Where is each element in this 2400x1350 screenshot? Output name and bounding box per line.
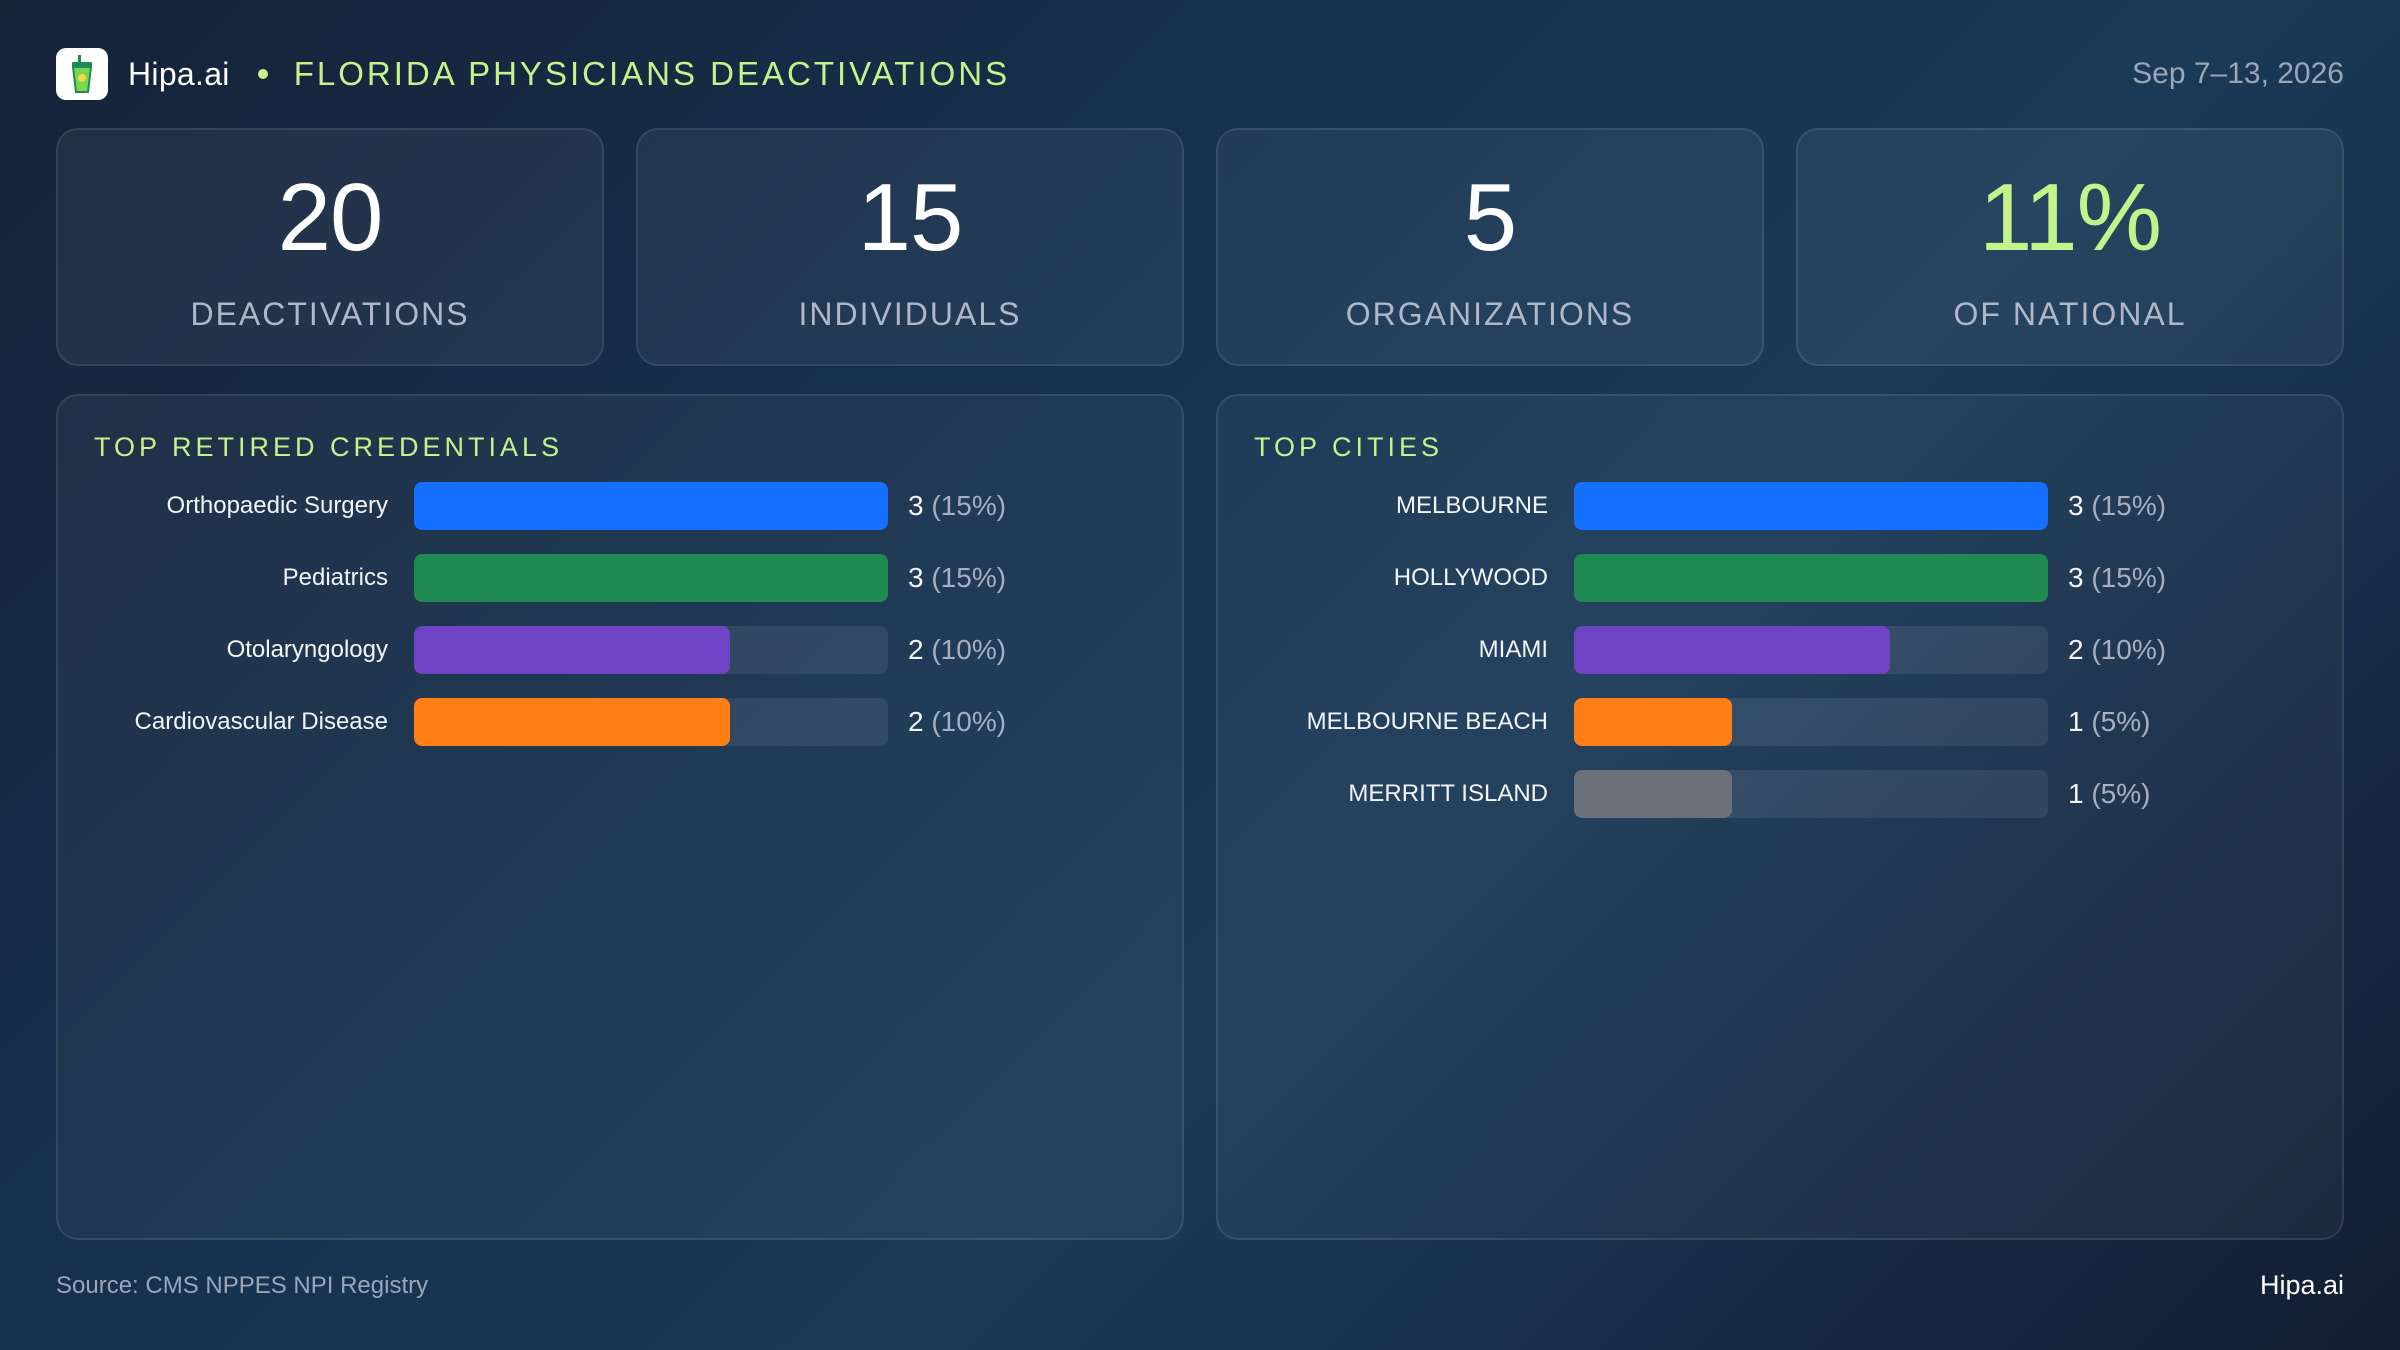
panel-title: TOP RETIRED CREDENTIALS — [94, 432, 564, 462]
bar-value: 3 — [2068, 490, 2084, 521]
bar-row: MIAMI 2 (10%) — [1218, 626, 2342, 674]
bar-value-label: 1 (5%) — [2068, 770, 2150, 818]
bar-percent: (15%) — [931, 562, 1007, 593]
report-title: FLORIDA PHYSICIANS DEACTIVATIONS — [293, 55, 1011, 92]
bar-percent: (15%) — [2091, 490, 2167, 521]
bar-percent: (15%) — [931, 490, 1007, 521]
app-logo — [56, 48, 108, 100]
bar — [414, 554, 888, 602]
kpi-value: 20 — [277, 164, 384, 271]
kpi-value: 5 — [1463, 164, 1517, 271]
bar — [1574, 770, 1732, 818]
bar-label: Cardiovascular Disease — [134, 708, 388, 735]
bar-track — [1574, 482, 2048, 530]
bar-value: 2 — [908, 634, 924, 665]
bar — [414, 698, 730, 746]
footer-brand: Hipa.ai — [2259, 1270, 2344, 1300]
kpi-card-individuals: 15 INDIVIDUALS — [636, 128, 1184, 366]
bar-value-label: 3 (15%) — [2068, 482, 2166, 530]
cities-bar-chart: MELBOURNE 3 (15%) HOLLYWOOD 3 (15%) MIAMI 2 (… — [1218, 482, 2342, 842]
bar-label: MELBOURNE BEACH — [1306, 708, 1548, 735]
source-note: Source: CMS NPPES NPI Registry — [56, 1272, 429, 1299]
credentials-bar-chart: Orthopaedic Surgery 3 (15%) Pediatrics 3 (1… — [58, 482, 1182, 770]
bar-percent: (15%) — [2091, 562, 2167, 593]
bar-row: Pediatrics 3 (15%) — [58, 554, 1182, 602]
kpi-label: ORGANIZATIONS — [1345, 296, 1635, 332]
bar-track — [414, 626, 888, 674]
bar-percent: (10%) — [931, 634, 1007, 665]
bar-row: Otolaryngology 2 (10%) — [58, 626, 1182, 674]
brand-name: Hipa.ai — [128, 55, 230, 92]
bar-track — [1574, 554, 2048, 602]
separator-dot — [257, 69, 268, 79]
bar-percent: (5%) — [2091, 706, 2151, 737]
kpi-label: DEACTIVATIONS — [190, 296, 470, 332]
bar — [414, 482, 888, 530]
date-range: Sep 7–13, 2026 — [2132, 57, 2344, 90]
bar-label: MIAMI — [1478, 636, 1548, 663]
bar-value: 2 — [908, 706, 924, 737]
bar-value-label: 3 (15%) — [908, 554, 1006, 602]
bar-track — [414, 554, 888, 602]
bar — [414, 626, 730, 674]
bar-row: HOLLYWOOD 3 (15%) — [1218, 554, 2342, 602]
bar-label: Otolaryngology — [226, 636, 388, 663]
bar-percent: (5%) — [2091, 778, 2151, 809]
bar-percent: (10%) — [931, 706, 1007, 737]
bar-track — [1574, 770, 2048, 818]
bar-value: 3 — [908, 490, 924, 521]
header: Hipa.ai FLORIDA PHYSICIANS DEACTIVATIONS… — [56, 46, 2344, 102]
bar-value-label: 2 (10%) — [908, 626, 1006, 674]
bar-value: 1 — [2068, 706, 2084, 737]
kpi-label: OF NATIONAL — [1953, 296, 2187, 332]
kpi-label: INDIVIDUALS — [798, 296, 1022, 332]
bar-track — [414, 698, 888, 746]
bar-value-label: 3 (15%) — [908, 482, 1006, 530]
bar — [1574, 626, 1890, 674]
bar-label: HOLLYWOOD — [1393, 564, 1548, 591]
panel-title: TOP CITIES — [1254, 432, 1444, 462]
bar-value-label: 2 (10%) — [908, 698, 1006, 746]
bar-track — [1574, 698, 2048, 746]
bar-percent: (10%) — [2091, 634, 2167, 665]
kpi-card-national-share: 11% OF NATIONAL — [1796, 128, 2344, 366]
bar-value-label: 2 (10%) — [2068, 626, 2166, 674]
cities-panel: TOP CITIES MELBOURNE 3 (15%) HOLLYWOOD 3 (1… — [1216, 394, 2344, 1240]
bar-row: Orthopaedic Surgery 3 (15%) — [58, 482, 1182, 530]
bar-value-label: 3 (15%) — [2068, 554, 2166, 602]
bar — [1574, 482, 2048, 530]
bar — [1574, 554, 2048, 602]
bar-value: 3 — [2068, 562, 2084, 593]
kpi-value: 15 — [857, 164, 964, 271]
bar-row: Cardiovascular Disease 2 (10%) — [58, 698, 1182, 746]
kpi-value: 11% — [1978, 164, 2162, 271]
bar-value: 3 — [908, 562, 924, 593]
kpi-card-deactivations: 20 DEACTIVATIONS — [56, 128, 604, 366]
bar-row: MELBOURNE BEACH 1 (5%) — [1218, 698, 2342, 746]
bar-row: MELBOURNE 3 (15%) — [1218, 482, 2342, 530]
bar-track — [1574, 626, 2048, 674]
bar-row: MERRITT ISLAND 1 (5%) — [1218, 770, 2342, 818]
bar-label: Pediatrics — [282, 564, 388, 591]
bar — [1574, 698, 1732, 746]
bar-value-label: 1 (5%) — [2068, 698, 2150, 746]
kpi-row: 20 DEACTIVATIONS 15 INDIVIDUALS 5 ORGANI… — [56, 128, 2344, 366]
cup-icon — [71, 55, 93, 93]
bar-track — [414, 482, 888, 530]
kpi-card-organizations: 5 ORGANIZATIONS — [1216, 128, 1764, 366]
bar-label: MERRITT ISLAND — [1348, 780, 1548, 807]
credentials-panel: TOP RETIRED CREDENTIALS Orthopaedic Surg… — [56, 394, 1184, 1240]
bar-label: MELBOURNE — [1395, 492, 1548, 519]
bar-label: Orthopaedic Surgery — [166, 492, 388, 519]
bar-value: 2 — [2068, 634, 2084, 665]
bar-value: 1 — [2068, 778, 2084, 809]
